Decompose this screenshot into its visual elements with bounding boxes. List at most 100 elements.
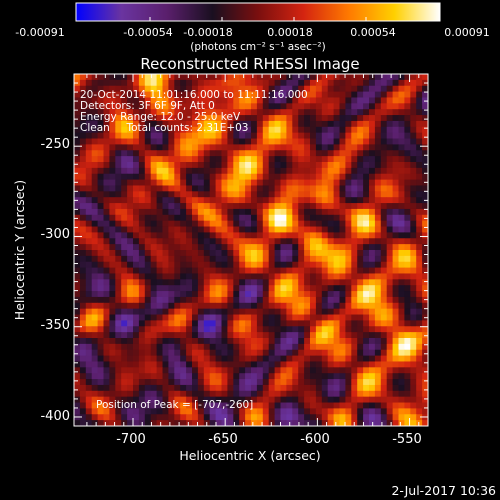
heatmap-cell xyxy=(186,244,193,251)
heatmap-cell xyxy=(91,156,98,163)
heatmap-cell xyxy=(209,250,216,257)
heatmap-cell xyxy=(138,390,146,398)
heatmap-cell xyxy=(180,250,187,257)
heatmap-cell xyxy=(351,208,358,216)
heatmap-cell xyxy=(168,132,175,139)
heatmap-cell xyxy=(133,273,140,280)
heatmap-cell xyxy=(233,343,240,351)
heatmap-cell xyxy=(186,115,193,122)
heatmap-cell xyxy=(404,320,411,327)
heatmap-cell xyxy=(245,173,252,180)
heatmap-cell xyxy=(256,97,264,104)
heatmap-cell xyxy=(197,285,205,292)
heatmap-cell xyxy=(251,308,258,315)
heatmap-cell xyxy=(268,390,275,398)
heatmap-cell xyxy=(292,390,299,398)
heatmap-cell xyxy=(74,74,81,81)
heatmap-cell xyxy=(392,285,399,292)
heatmap-cell xyxy=(74,373,81,380)
heatmap-cell xyxy=(103,208,110,216)
heatmap-cell xyxy=(410,396,417,403)
heatmap-cell xyxy=(156,232,163,239)
heatmap-cell xyxy=(286,320,293,327)
heatmap-cell xyxy=(268,103,275,110)
heatmap-cell xyxy=(144,115,152,122)
heatmap-cell xyxy=(386,291,393,298)
heatmap-cell xyxy=(398,185,405,192)
heatmap-cell xyxy=(91,285,98,292)
heatmap-cell xyxy=(74,361,81,368)
heatmap-cell xyxy=(304,291,311,298)
heatmap-cell xyxy=(310,115,317,122)
heatmap-cell xyxy=(192,91,199,98)
heatmap-cell xyxy=(180,402,187,409)
heatmap-cell xyxy=(245,150,252,157)
heatmap-cell xyxy=(262,320,270,327)
heatmap-cell xyxy=(286,302,293,310)
heatmap-cell xyxy=(144,238,152,245)
heatmap-cell xyxy=(315,326,323,333)
heatmap-cell xyxy=(262,103,270,110)
heatmap-cell xyxy=(74,408,81,415)
heatmap-cell xyxy=(422,367,428,374)
heatmap-cell xyxy=(256,373,264,380)
heatmap-cell xyxy=(115,226,122,233)
heatmap-cell xyxy=(215,85,222,92)
heatmap-cell xyxy=(174,296,181,304)
heatmap-cell xyxy=(386,267,393,274)
heatmap-cell xyxy=(256,156,264,163)
heatmap-cell xyxy=(138,314,146,321)
heatmap-cell xyxy=(339,156,346,163)
heatmap-cell xyxy=(97,150,104,157)
heatmap-cell xyxy=(109,179,116,186)
heatmap-cell xyxy=(357,250,364,257)
heatmap-cell xyxy=(115,279,122,286)
heatmap-cell xyxy=(398,390,405,398)
heatmap-cell xyxy=(91,250,98,257)
heatmap-cell xyxy=(268,420,275,426)
heatmap-cell xyxy=(422,373,428,380)
heatmap-cell xyxy=(115,384,122,392)
heatmap-cell xyxy=(138,361,146,368)
heatmap-cell xyxy=(327,244,334,251)
heatmap-cell xyxy=(156,162,163,169)
heatmap-cell xyxy=(174,261,181,268)
heatmap-cell xyxy=(251,250,258,257)
heatmap-cell xyxy=(268,361,275,368)
heatmap-cell xyxy=(180,197,187,204)
heatmap-cell xyxy=(79,238,87,245)
heatmap-cell xyxy=(221,332,228,339)
heatmap-cell xyxy=(97,379,104,386)
heatmap-cell xyxy=(310,103,317,110)
heatmap-cell xyxy=(168,343,175,351)
heatmap-cell xyxy=(321,238,329,245)
heatmap-cell xyxy=(351,144,358,151)
heatmap-cell xyxy=(144,203,152,210)
heatmap-cell xyxy=(138,208,146,216)
heatmap-cell xyxy=(156,267,163,274)
heatmap-cell xyxy=(310,320,317,327)
heatmap-cell xyxy=(121,291,128,298)
heatmap-cell xyxy=(168,115,175,122)
heatmap-cell xyxy=(174,373,181,380)
heatmap-cell xyxy=(386,379,393,386)
heatmap-cell xyxy=(227,384,234,392)
heatmap-cell xyxy=(286,314,293,321)
heatmap-cell xyxy=(168,173,175,180)
heatmap-cell xyxy=(404,144,411,151)
heatmap-cell xyxy=(79,150,87,157)
heatmap-cell xyxy=(315,402,323,409)
heatmap-cell xyxy=(133,203,140,210)
heatmap-cell xyxy=(398,261,405,268)
heatmap-cell xyxy=(262,208,270,216)
heatmap-cell xyxy=(144,185,152,192)
heatmap-cell xyxy=(121,267,128,274)
heatmap-cell xyxy=(103,179,110,186)
heatmap-cell xyxy=(245,126,252,134)
heatmap-cell xyxy=(215,191,222,198)
heatmap-cell xyxy=(221,414,228,421)
heatmap-cell xyxy=(186,167,193,175)
heatmap-cell xyxy=(404,120,411,128)
heatmap-cell xyxy=(162,185,169,192)
heatmap-cell xyxy=(357,361,364,368)
